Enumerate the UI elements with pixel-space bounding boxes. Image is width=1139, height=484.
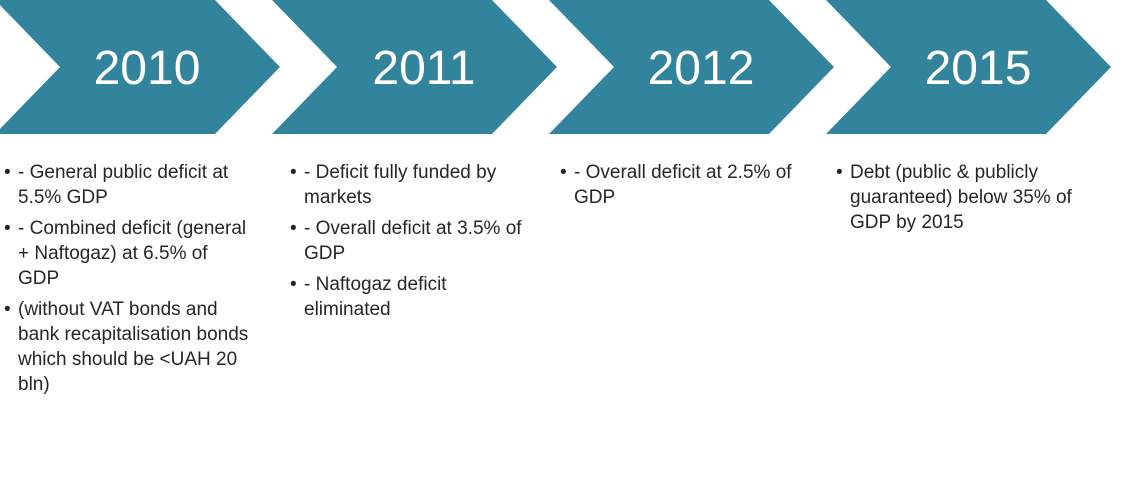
bullet-item: - Overall deficit at 2.5% of GDP (560, 160, 800, 210)
bullet-list: - Overall deficit at 2.5% of GDP (560, 160, 800, 216)
bullet-item: Debt (public & publicly guaranteed) belo… (836, 160, 1116, 235)
bullet-item: (without VAT bonds and bank recapitalisa… (4, 297, 254, 397)
year-label: 2011 (372, 42, 475, 95)
bullet-list: Debt (public & publicly guaranteed) belo… (836, 160, 1116, 241)
chevron (549, 0, 834, 134)
chevron (826, 0, 1111, 134)
bullet-item: - Naftogaz deficit eliminated (290, 272, 535, 322)
timeline-header: 2010 2011 2012 2015 (0, 0, 1111, 134)
bullet-item: - General public deficit at 5.5% GDP (4, 160, 254, 210)
bullet-item: - Combined deficit (general + Naftogaz) … (4, 216, 254, 291)
chevron (272, 0, 557, 134)
year-label: 2012 (648, 42, 755, 95)
year-label: 2010 (94, 42, 201, 95)
bullet-list: - General public deficit at 5.5% GDP - Co… (4, 160, 254, 403)
bullet-list: - Deficit fully funded by markets - Overa… (290, 160, 535, 328)
bullet-item: - Deficit fully funded by markets (290, 160, 535, 210)
bullet-item: - Overall deficit at 3.5% of GDP (290, 216, 535, 266)
chevron (0, 0, 280, 134)
year-label: 2015 (925, 42, 1032, 95)
